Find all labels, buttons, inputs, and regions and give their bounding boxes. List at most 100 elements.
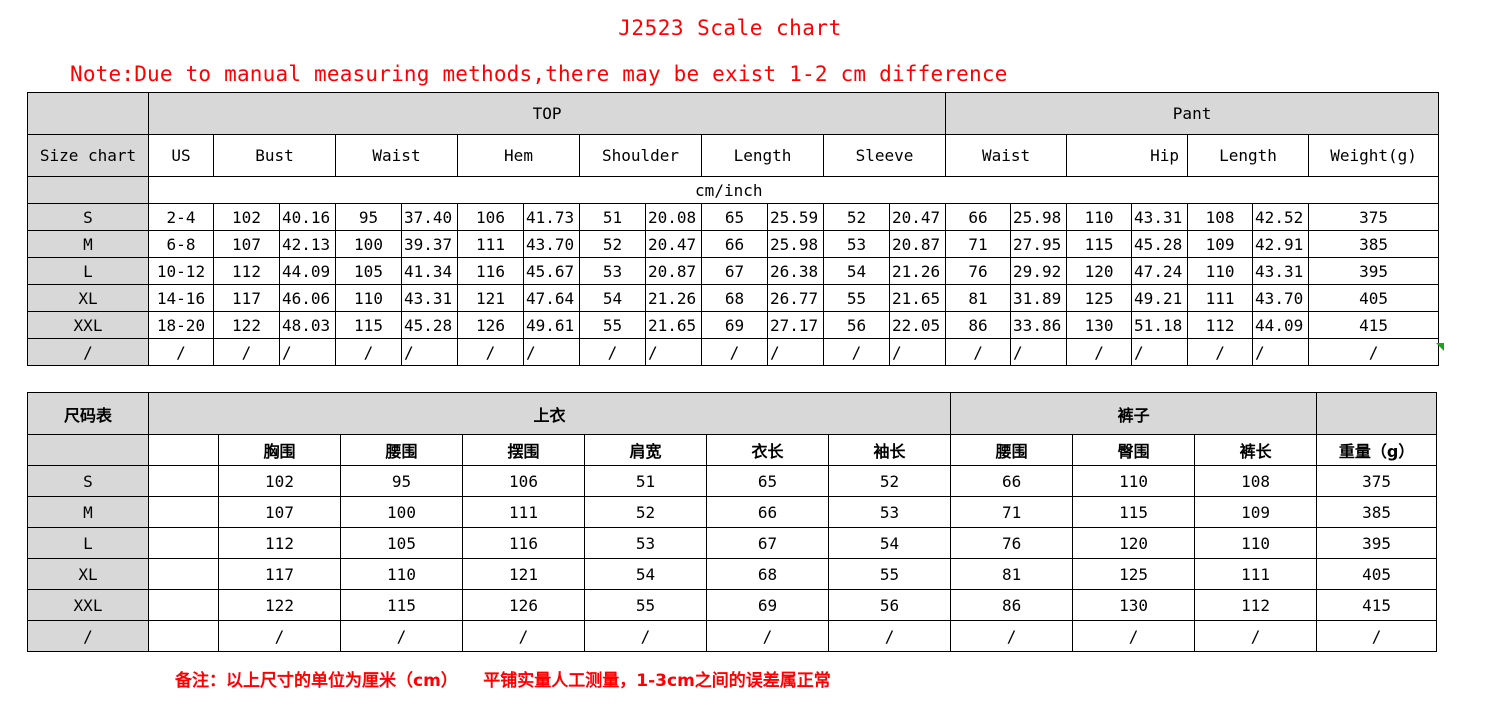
table-row: / / / / / / / / / / / / / / / / / / / / / <box>27 338 1440 366</box>
measuring-note: Note:Due to manual measuring methods,the… <box>70 62 1008 86</box>
corner-blank-cell <box>27 92 149 135</box>
value-cell: 107 <box>213 230 280 258</box>
value-cell: 115 <box>1072 496 1196 528</box>
value-cell: 41.73 <box>523 203 580 231</box>
corner-blank-cell <box>1316 392 1438 435</box>
value-cell <box>148 465 219 497</box>
size-label: XL <box>27 558 149 590</box>
column-header-row: 胸围 腰围 摆围 肩宽 衣长 袖长 腰围 臀围 裤长 重量（g） <box>27 434 1438 466</box>
footer-note: 备注：以上尺寸的单位为厘米（cm） 平铺实量人工测量，1-3cm之间的误差属正常 <box>175 671 831 691</box>
value-cell: 53 <box>827 496 952 528</box>
value-cell <box>148 620 219 652</box>
value-cell: 31.89 <box>1010 284 1068 312</box>
value-cell: 110 <box>340 558 463 590</box>
value-cell <box>148 496 219 528</box>
value-cell: 130 <box>1066 311 1133 339</box>
value-cell: 116 <box>457 257 524 285</box>
value-cell: 21.65 <box>888 284 947 312</box>
value-cell: / <box>1308 338 1440 366</box>
column-header-us: US <box>148 134 214 177</box>
value-cell: / <box>1066 338 1133 366</box>
value-cell: 120 <box>1066 257 1133 285</box>
value-cell: 21.26 <box>888 257 947 285</box>
value-cell: / <box>1316 620 1438 652</box>
value-cell: 44.09 <box>1252 311 1310 339</box>
group-header-row: TOP Pant <box>27 92 1440 135</box>
value-cell: 121 <box>457 284 524 312</box>
value-cell: 6-8 <box>148 230 214 258</box>
value-cell: 125 <box>1072 558 1196 590</box>
value-cell: 66 <box>945 203 1012 231</box>
value-cell: 66 <box>950 465 1074 497</box>
value-cell: 39.37 <box>401 230 458 258</box>
value-cell: / <box>1187 338 1254 366</box>
value-cell: 110 <box>1194 527 1318 559</box>
value-cell: / <box>462 620 585 652</box>
corner-label-cn: 尺码表 <box>27 392 149 435</box>
value-cell: 55 <box>823 284 890 312</box>
table-row: M 107 100 111 52 66 53 71 115 109 385 <box>27 496 1438 528</box>
value-cell: 10-12 <box>148 257 214 285</box>
value-cell: 116 <box>462 527 585 559</box>
value-cell: / <box>767 338 824 366</box>
value-cell: 86 <box>945 311 1012 339</box>
value-cell: 69 <box>701 311 768 339</box>
value-cell: / <box>335 338 402 366</box>
value-cell: 385 <box>1308 230 1440 258</box>
value-cell: 405 <box>1316 558 1438 590</box>
value-cell: 126 <box>457 311 524 339</box>
size-label: L <box>27 527 149 559</box>
value-cell: 53 <box>579 257 646 285</box>
value-cell: 111 <box>1187 284 1254 312</box>
size-label: XXL <box>27 311 149 339</box>
column-header-bust-cn: 胸围 <box>218 434 341 466</box>
value-cell: / <box>523 338 580 366</box>
value-cell: 106 <box>457 203 524 231</box>
column-header-waist-top: Waist <box>335 134 458 177</box>
column-header-length-top-cn: 衣长 <box>706 434 829 466</box>
column-header-waist-pant: Waist <box>945 134 1068 177</box>
value-cell: 110 <box>1072 465 1196 497</box>
column-header-hem: Hem <box>457 134 580 177</box>
green-corner-marker <box>1436 343 1444 351</box>
value-cell: 21.26 <box>645 284 702 312</box>
value-cell: 102 <box>213 203 280 231</box>
size-table-english: TOP Pant Size chart US Bust Waist Hem Sh… <box>27 92 1440 366</box>
corner-label: Size chart <box>27 134 149 177</box>
corner-blank-cell <box>27 176 149 204</box>
value-cell: 112 <box>1194 589 1318 621</box>
group-header-top: TOP <box>147 92 947 135</box>
value-cell: 25.59 <box>767 203 824 231</box>
size-table-english-body: S 2-4 102 40.16 95 37.40 106 41.73 51 20.08 65 25.5… <box>27 203 1440 366</box>
value-cell: 385 <box>1316 496 1438 528</box>
table-row: XXL 122 115 126 55 69 56 86 130 112 415 <box>27 589 1438 621</box>
value-cell: 29.92 <box>1010 257 1068 285</box>
value-cell: 26.38 <box>767 257 824 285</box>
column-header-sleeve-cn: 袖长 <box>827 434 952 466</box>
value-cell: 108 <box>1194 465 1318 497</box>
group-header-pant-cn: 裤子 <box>950 392 1318 435</box>
value-cell: 71 <box>945 230 1012 258</box>
value-cell: 76 <box>950 527 1074 559</box>
value-cell: / <box>457 338 524 366</box>
value-cell: 54 <box>579 284 646 312</box>
table-row: XXL 18-20 122 48.03 115 45.28 126 49.61 55 21.65 6… <box>27 311 1440 339</box>
value-cell: / <box>1194 620 1318 652</box>
value-cell: / <box>645 338 702 366</box>
value-cell: 52 <box>584 496 707 528</box>
value-cell: / <box>213 338 280 366</box>
value-cell: 20.47 <box>888 203 947 231</box>
table-row: L 112 105 116 53 67 54 76 120 110 395 <box>27 527 1438 559</box>
value-cell: 115 <box>335 311 402 339</box>
value-cell: 47.24 <box>1131 257 1189 285</box>
value-cell: 67 <box>701 257 768 285</box>
value-cell: 37.40 <box>401 203 458 231</box>
value-cell: 44.09 <box>279 257 336 285</box>
value-cell: / <box>279 338 336 366</box>
size-label: / <box>27 620 149 652</box>
value-cell: 107 <box>218 496 341 528</box>
value-cell: 53 <box>584 527 707 559</box>
value-cell: / <box>827 620 952 652</box>
value-cell: 109 <box>1187 230 1254 258</box>
value-cell: 111 <box>457 230 524 258</box>
